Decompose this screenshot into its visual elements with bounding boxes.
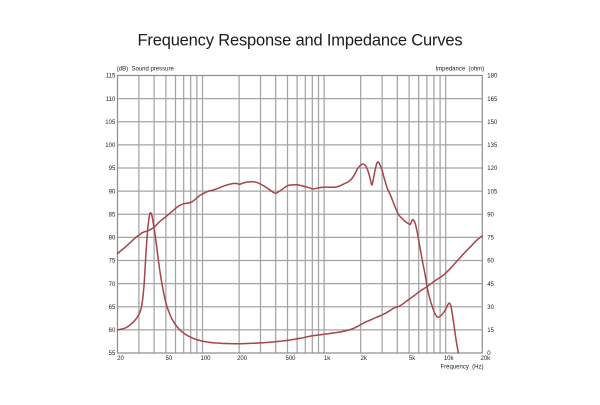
svg-text:90: 90 (109, 189, 116, 195)
svg-text:105: 105 (487, 189, 498, 195)
svg-text:15: 15 (487, 328, 494, 334)
svg-text:120: 120 (487, 166, 498, 172)
svg-text:100: 100 (200, 356, 211, 362)
svg-text:45: 45 (487, 282, 494, 288)
svg-text:1k: 1k (324, 356, 331, 362)
svg-text:20: 20 (117, 356, 124, 362)
svg-text:10k: 10k (444, 356, 455, 362)
svg-text:90: 90 (487, 212, 494, 218)
svg-text:(dB) Sound pressure: (dB) Sound pressure (117, 67, 175, 73)
svg-text:75: 75 (109, 259, 116, 265)
svg-text:110: 110 (106, 97, 116, 103)
svg-text:65: 65 (109, 305, 116, 311)
svg-text:70: 70 (109, 282, 116, 288)
svg-text:Impedance (ohm): Impedance (ohm) (435, 67, 484, 73)
svg-text:60: 60 (109, 328, 116, 334)
svg-text:80: 80 (109, 236, 116, 242)
svg-text:2k: 2k (361, 356, 368, 362)
svg-text:115: 115 (106, 74, 116, 80)
svg-text:95: 95 (109, 166, 116, 172)
svg-text:55: 55 (109, 351, 116, 357)
svg-text:150: 150 (487, 120, 498, 126)
svg-text:100: 100 (105, 143, 116, 149)
svg-text:Frequency (Hz): Frequency (Hz) (440, 364, 483, 370)
svg-text:105: 105 (105, 120, 116, 126)
svg-text:30: 30 (487, 305, 494, 311)
svg-text:60: 60 (487, 259, 494, 265)
svg-text:5k: 5k (409, 356, 416, 362)
svg-text:0: 0 (487, 351, 491, 357)
svg-text:180: 180 (487, 74, 498, 80)
svg-text:50: 50 (166, 356, 173, 362)
svg-text:85: 85 (109, 212, 116, 218)
svg-text:Frequency Response and Impedan: Frequency Response and Impedance Curves (137, 32, 462, 50)
svg-text:200: 200 (237, 356, 248, 362)
svg-text:135: 135 (487, 143, 498, 149)
svg-text:75: 75 (487, 236, 494, 242)
svg-text:20k: 20k (480, 356, 491, 362)
svg-text:500: 500 (285, 356, 296, 362)
svg-text:165: 165 (487, 97, 498, 103)
